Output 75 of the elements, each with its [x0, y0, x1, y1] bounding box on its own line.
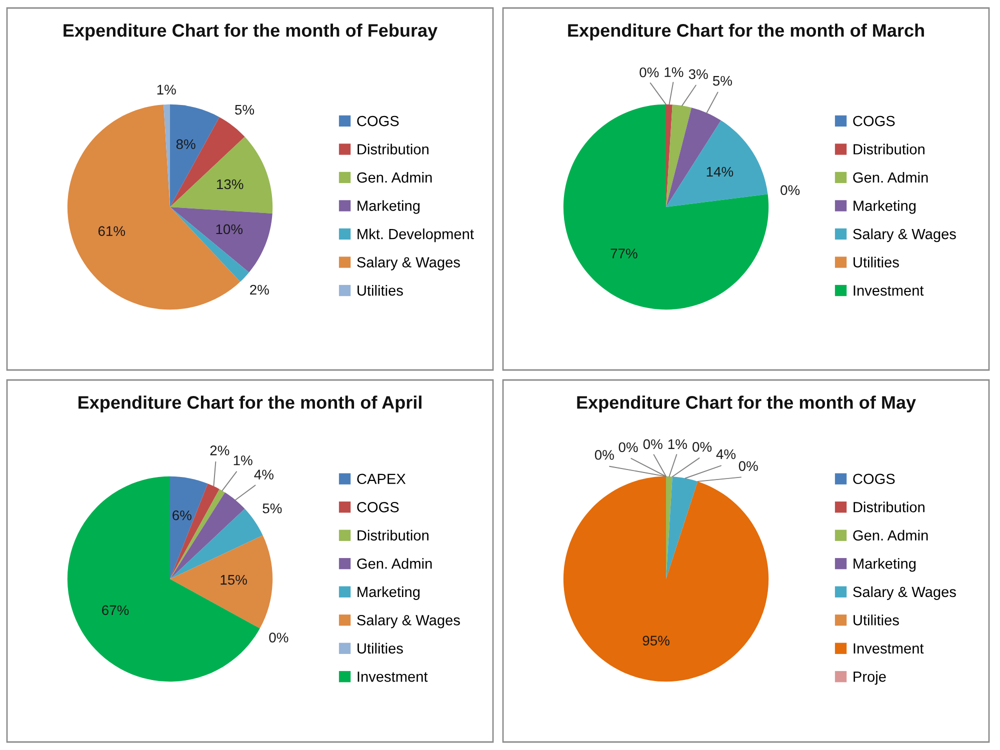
legend-label: Gen. Admin	[357, 558, 432, 569]
data-label: 14%	[706, 166, 734, 177]
data-label: 10%	[216, 224, 243, 234]
data-label: 3%	[688, 69, 708, 80]
legend-label: COGS	[853, 474, 895, 484]
pie-slice	[666, 104, 692, 207]
data-label: 13%	[217, 179, 244, 190]
data-label: 1%	[157, 84, 176, 95]
legend-label: Salary & Wages	[357, 256, 460, 270]
legend-label: Mkt. Development	[358, 228, 474, 242]
data-label: 95%	[642, 636, 670, 646]
text: 0%	[640, 67, 659, 78]
legend-label: Proje	[854, 671, 886, 685]
text: 0%	[692, 442, 712, 452]
chart-title: Expenditure Chart for the month of Feburay	[64, 24, 438, 40]
pie-slice	[170, 207, 272, 272]
legend-label: Utilities	[854, 256, 899, 268]
pie-slice	[170, 117, 245, 207]
text: 0%	[738, 461, 758, 471]
legend-label: Distribution	[358, 144, 428, 154]
legend-label: Marketing	[358, 200, 420, 214]
legend-label: Gen. Admin	[357, 172, 432, 183]
legend-label: Investment	[854, 286, 924, 296]
pie-slice	[170, 535, 273, 628]
legend-label: Investment	[358, 672, 428, 682]
data-label: 2%	[250, 284, 269, 295]
chart-title: Expenditure Chart for the month of May	[577, 396, 916, 412]
legend-label: Gen. Admin	[853, 530, 928, 541]
legend-label: Investment	[854, 643, 924, 654]
legend-label: COGS	[853, 116, 895, 126]
data-label: 1%	[234, 455, 252, 466]
data-label: 5%	[235, 104, 254, 115]
data-label: 1%	[668, 439, 687, 450]
data-label: 5%	[262, 504, 282, 514]
pie-slice	[666, 120, 768, 207]
chart-title: Expenditure Chart for the month of April	[78, 396, 422, 412]
legend-label: Distribution	[358, 530, 428, 541]
pie-slice	[170, 207, 250, 282]
chart-title: Expenditure Chart for the month of March	[568, 24, 924, 40]
pie-slice	[170, 136, 273, 214]
legend-label: Marketing	[358, 586, 420, 600]
legend-label: CAPEX	[357, 474, 406, 484]
pie-slice	[170, 476, 208, 579]
legend-label: Salary & Wages	[853, 228, 956, 242]
pie-slice	[563, 476, 769, 682]
legend-label: Marketing	[854, 558, 916, 572]
text: 0%	[780, 185, 800, 196]
legend-label: Salary & Wages	[357, 614, 460, 628]
pie-slice	[666, 476, 698, 579]
legend-label: Utilities	[854, 614, 899, 626]
data-label: 5%	[712, 76, 732, 86]
text: 0%	[594, 450, 614, 460]
legend-label: Utilities	[358, 285, 403, 296]
pie-slice	[563, 104, 769, 310]
text: 0%	[643, 439, 662, 450]
data-label: 4%	[716, 449, 736, 460]
text: 0%	[269, 632, 288, 642]
legend-label: Utilities	[358, 642, 403, 654]
legend-label: Distribution	[854, 502, 924, 512]
data-label: 2%	[210, 446, 230, 456]
data-label: 6%	[172, 510, 192, 520]
data-label: 4%	[254, 470, 274, 480]
legend-label: COGS	[357, 502, 399, 512]
data-label: 77%	[610, 248, 638, 258]
legend-label: Distribution	[854, 144, 924, 154]
legend-label: COGS	[357, 116, 399, 126]
text: 0%	[618, 442, 638, 452]
data-label: 8%	[176, 139, 196, 150]
data-label: 67%	[102, 605, 129, 616]
data-label: 1%	[664, 67, 684, 78]
legend-label: Salary & Wages	[853, 586, 956, 600]
data-label: 61%	[98, 226, 126, 236]
legend-label: Gen. Admin	[853, 172, 928, 183]
legend-label: Marketing	[854, 200, 916, 214]
data-label: 15%	[220, 574, 247, 585]
